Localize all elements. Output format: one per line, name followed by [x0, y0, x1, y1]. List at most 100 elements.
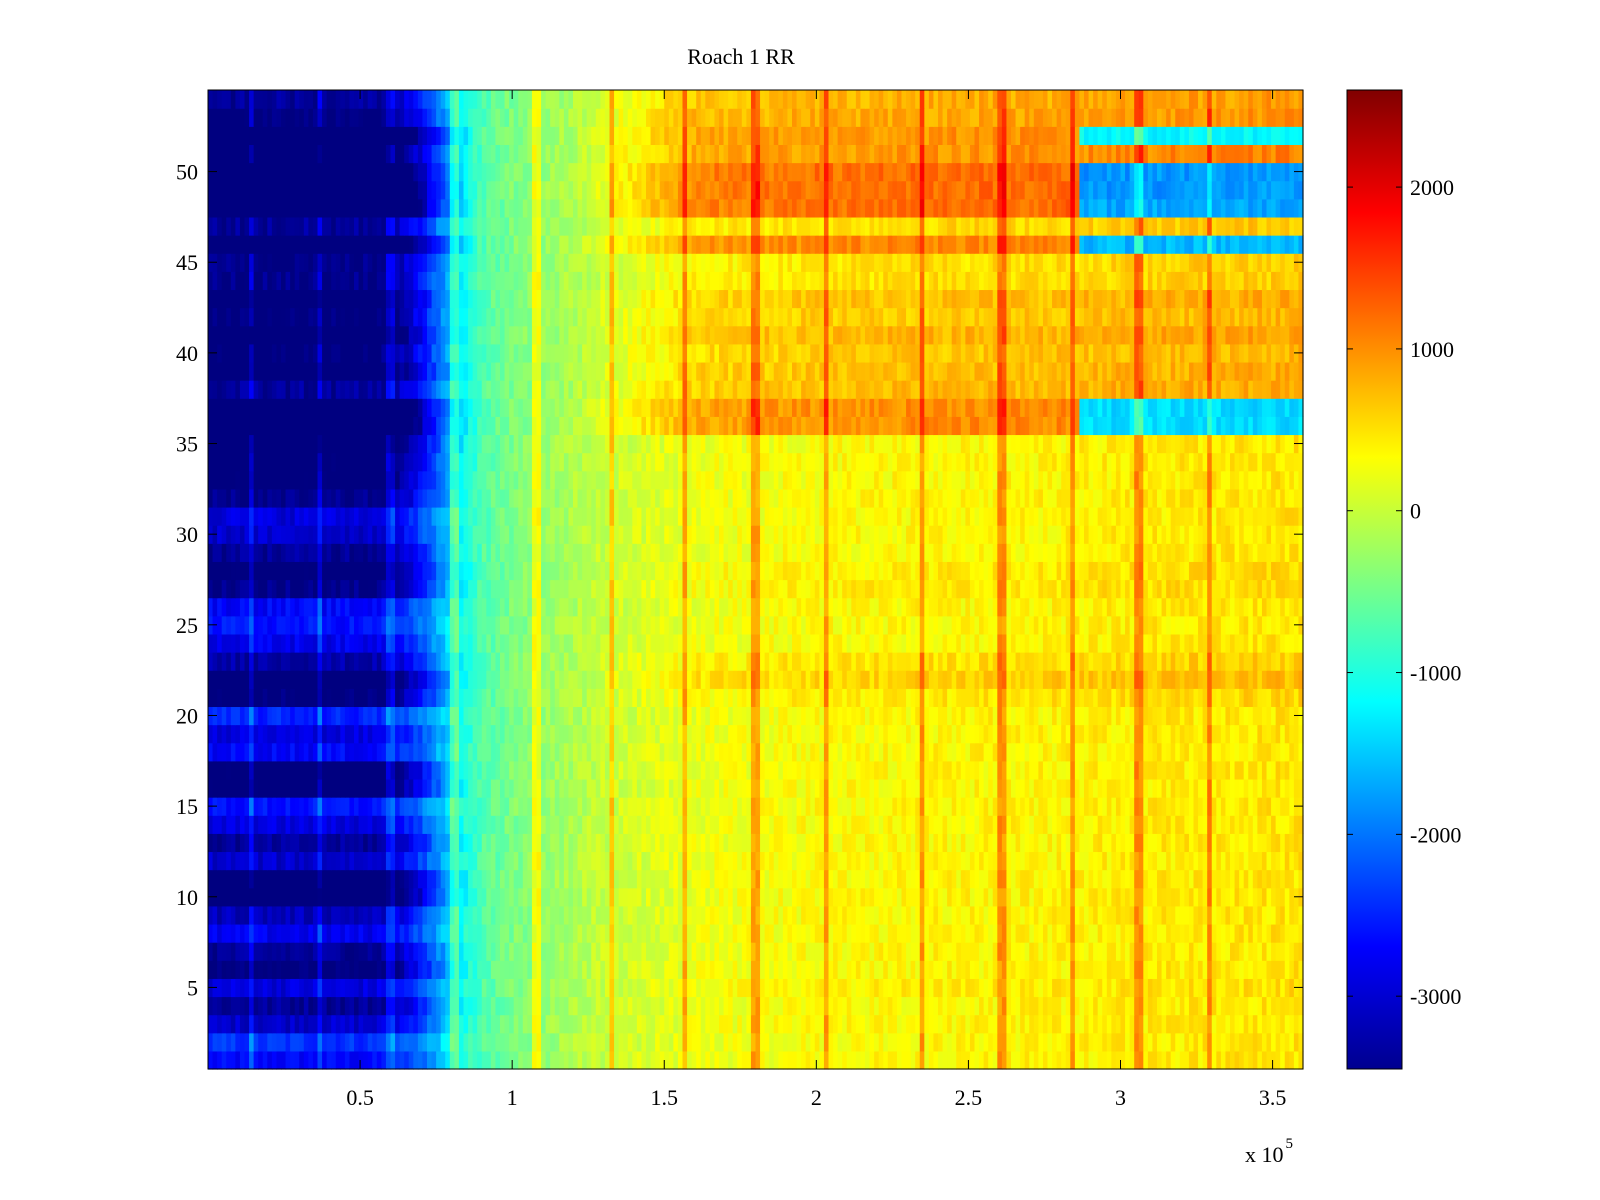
heatmap-cell	[363, 833, 369, 853]
heatmap-cell	[828, 905, 834, 925]
heatmap-cell	[573, 760, 579, 780]
heatmap-cell	[960, 996, 966, 1016]
heatmap-cell	[696, 960, 702, 979]
heatmap-cell	[1252, 724, 1258, 744]
heatmap-cell	[855, 724, 862, 744]
heatmap-cell	[600, 815, 606, 834]
heatmap-cell	[901, 923, 907, 943]
heatmap-cell	[604, 742, 611, 762]
heatmap-cell	[1042, 978, 1049, 998]
heatmap-cell	[1125, 797, 1131, 816]
heatmap-cell	[1284, 742, 1290, 762]
heatmap-cell	[632, 724, 638, 744]
heatmap-cell	[1152, 1050, 1158, 1070]
heatmap-cell	[317, 760, 323, 780]
heatmap-cell	[413, 923, 419, 943]
heatmap-cell	[1047, 942, 1053, 961]
heatmap-cell	[1093, 797, 1099, 816]
heatmap-cell	[1198, 887, 1204, 907]
heatmap-cell	[705, 778, 711, 798]
heatmap-cell	[769, 706, 775, 726]
heatmap-cell	[399, 760, 405, 780]
heatmap-cell	[668, 960, 674, 979]
heatmap-cell	[942, 724, 948, 744]
heatmap-cell	[486, 851, 492, 871]
heatmap-cell	[773, 760, 779, 780]
heatmap-cell	[249, 724, 255, 744]
heatmap-cell	[741, 797, 747, 816]
heatmap-cell	[673, 978, 679, 998]
heatmap-cell	[1252, 778, 1258, 798]
heatmap-cell	[623, 905, 629, 925]
heatmap-cell	[746, 778, 752, 798]
heatmap-cell	[842, 960, 848, 979]
heatmap-cell	[312, 996, 319, 1016]
heatmap-cell	[655, 942, 661, 961]
heatmap-cell	[235, 833, 241, 853]
heatmap-cell	[1070, 815, 1076, 834]
heatmap-cell	[294, 996, 300, 1016]
heatmap-cell	[614, 724, 620, 744]
heatmap-cell	[650, 688, 656, 708]
heatmap-cell	[559, 887, 565, 907]
heatmap-cell	[344, 1050, 351, 1070]
heatmap-cell	[1225, 724, 1231, 744]
heatmap-cell	[659, 887, 665, 907]
heatmap-cell	[385, 869, 392, 889]
heatmap-cell	[1125, 887, 1131, 907]
heatmap-cell	[1024, 942, 1030, 961]
heatmap-cell	[436, 724, 442, 744]
heatmap-cell	[431, 887, 437, 907]
heatmap-cell	[600, 1032, 606, 1052]
heatmap-cell	[1015, 833, 1021, 853]
heatmap-cell	[1065, 960, 1071, 979]
heatmap-cell	[760, 778, 766, 798]
heatmap-cell	[486, 1032, 492, 1052]
heatmap-cell	[595, 996, 601, 1016]
heatmap-cell	[883, 996, 889, 1016]
heatmap-cell	[760, 869, 766, 889]
heatmap-cell	[1230, 942, 1236, 961]
heatmap-cell	[449, 887, 455, 907]
heatmap-cell	[1225, 1050, 1231, 1070]
heatmap-cell	[372, 978, 378, 998]
heatmap-cell	[527, 978, 533, 998]
heatmap-cell	[509, 742, 515, 762]
heatmap-cell	[317, 778, 323, 798]
heatmap-cell	[1188, 942, 1195, 961]
heatmap-cell	[1097, 760, 1103, 780]
heatmap-cell	[1152, 797, 1158, 816]
heatmap-cell	[851, 724, 857, 744]
heatmap-cell	[719, 869, 725, 889]
heatmap-cell	[399, 815, 405, 834]
heatmap-cell	[504, 960, 510, 979]
heatmap-cell	[988, 851, 994, 871]
heatmap-cell	[1020, 833, 1026, 853]
heatmap-cell	[217, 996, 223, 1016]
heatmap-cell	[230, 996, 236, 1016]
heatmap-cell	[427, 978, 433, 998]
heatmap-cell	[422, 760, 428, 780]
heatmap-cell	[714, 1014, 720, 1034]
heatmap-cell	[308, 869, 314, 889]
heatmap-cell	[737, 706, 743, 726]
heatmap-cell	[1239, 742, 1245, 762]
heatmap-cell	[1211, 887, 1217, 907]
heatmap-cell	[1179, 978, 1185, 998]
heatmap-cell	[915, 869, 921, 889]
heatmap-cell	[545, 778, 551, 798]
heatmap-cell	[983, 978, 989, 998]
heatmap-cell	[230, 978, 236, 998]
heatmap-cell	[331, 942, 337, 961]
heatmap-cell	[1029, 851, 1035, 871]
heatmap-cell	[436, 688, 442, 708]
heatmap-cell	[778, 851, 784, 871]
heatmap-cell	[1042, 905, 1049, 925]
heatmap-cell	[1266, 833, 1272, 853]
heatmap-cell	[468, 724, 474, 744]
heatmap-cell	[522, 1050, 528, 1070]
heatmap-cell	[618, 1032, 624, 1052]
heatmap-cell	[322, 887, 328, 907]
heatmap-cell	[427, 760, 433, 780]
heatmap-cell	[281, 996, 287, 1016]
